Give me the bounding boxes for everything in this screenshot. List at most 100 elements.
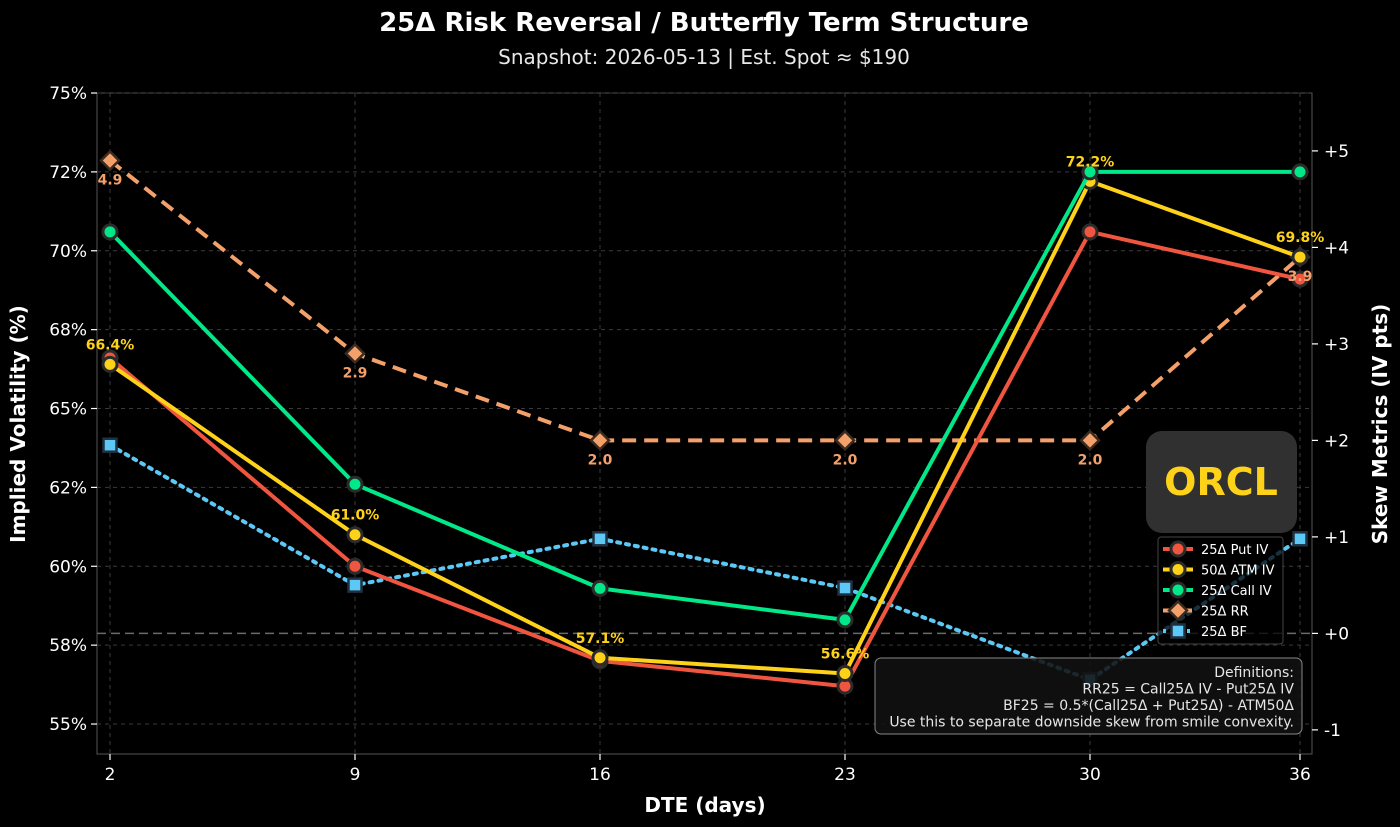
series-1-point-1 [346, 526, 364, 544]
series-2-point-4 [1081, 163, 1099, 181]
series-line-0 [108, 229, 1301, 689]
series-3-label-0: 4.9 [98, 173, 123, 189]
legend-item-1: 50Δ ATM IV [1163, 561, 1275, 579]
series-3-point-1 [344, 342, 366, 365]
y2-tick-label-1: +0 [1324, 624, 1349, 644]
series-line-3 [108, 158, 1302, 443]
series-2-point-2 [591, 579, 609, 597]
ticker-badge: ORCL [1146, 431, 1297, 533]
plot-area: 55% 58% 60% 62% 65% 68% 70% 72% 75% -1 +0 +1 +2 +3 +4 +… [49, 84, 1349, 785]
legend-label-3: 25Δ RR [1201, 605, 1249, 620]
series-1-point-0 [101, 355, 119, 373]
legend-label-2: 25Δ Call IV [1201, 584, 1272, 599]
chart-title: 25Δ Risk Reversal / Butterfly Term Struc… [379, 8, 1029, 38]
y-tick-label-7: 72% [49, 163, 87, 183]
overlay-layer: ORCL 25Δ Put IV 50Δ ATM IV 25Δ Call IV 25Δ R… [874, 431, 1303, 735]
series-3-point-4 [1079, 429, 1101, 452]
series-4-point-0 [102, 437, 118, 453]
series-3-label-3: 2.0 [833, 452, 858, 468]
legend-label-4: 25Δ BF [1201, 625, 1247, 640]
series-3-label-4: 2.0 [1078, 452, 1103, 468]
legend-swatch-marker-3 [1167, 599, 1189, 622]
legend-box [1157, 536, 1284, 645]
y-tick-label-2: 60% [49, 557, 87, 577]
series-2-point-5 [1291, 163, 1309, 181]
series-0-point-4 [1081, 223, 1099, 241]
ticker-badge-bg [1146, 431, 1297, 533]
definitions-box: Definitions:RR25 = Call25Δ IV - Put25Δ I… [874, 657, 1303, 735]
series-1-label-3: 56.6% [821, 647, 870, 663]
series-3-point-0 [99, 149, 121, 172]
series-2-point-3 [836, 611, 854, 629]
y2-tick-label-3: +2 [1324, 431, 1349, 451]
legend-label-1: 50Δ ATM IV [1201, 564, 1275, 579]
y-tick-label-1: 58% [49, 636, 87, 656]
series-4-point-3 [837, 580, 853, 596]
plot-frame [96, 92, 1313, 755]
series-1-label-5: 69.8% [1276, 230, 1325, 246]
series-3-group [99, 149, 1311, 452]
legend-swatch-marker-4 [1170, 623, 1186, 639]
y2-tick-label-4: +3 [1324, 335, 1349, 355]
y2-axis-label: Skew Metrics (IV pts) [1368, 304, 1392, 545]
ticker-badge-text: ORCL [1164, 460, 1278, 504]
legend-swatch-marker-0 [1169, 540, 1187, 558]
series-0-point-1 [346, 557, 364, 575]
legend-item-4: 25Δ BF [1163, 623, 1247, 640]
series-3-point-2 [589, 429, 611, 452]
y2-tick-label-6: +5 [1324, 142, 1349, 162]
series-3-point-3 [834, 429, 856, 452]
x-tick-label-0: 2 [105, 765, 116, 785]
series-4-group [102, 437, 1308, 688]
series-4-point-5 [1292, 531, 1308, 547]
legend-label-0: 25Δ Put IV [1201, 543, 1268, 558]
legend-swatch-marker-2 [1169, 581, 1187, 599]
y-tick-label-0: 55% [49, 715, 87, 735]
legend-item-2: 25Δ Call IV [1163, 581, 1272, 599]
x-axis-label: DTE (days) [644, 793, 765, 817]
series-2-group [101, 163, 1309, 629]
definitions-line-3: Use this to separate downside skew from … [889, 715, 1294, 731]
x-tick-label-1: 9 [350, 765, 361, 785]
legend-swatch-marker-1 [1169, 561, 1187, 578]
legend: 25Δ Put IV 50Δ ATM IV 25Δ Call IV 25Δ RR 25Δ… [1157, 536, 1284, 645]
y-axis-label: Implied Volatility (%) [6, 305, 30, 543]
y-tick-label-5: 68% [49, 321, 87, 341]
series-line-4 [108, 443, 1302, 682]
series-3-label-2: 2.0 [588, 452, 613, 468]
series-4-point-2 [592, 531, 608, 547]
definitions-box-bg [874, 657, 1303, 735]
series-4-point-1 [347, 577, 363, 593]
series-3-label-5: 3.9 [1288, 269, 1313, 285]
series-2-point-1 [346, 475, 364, 493]
x-tick-label-2: 16 [589, 765, 611, 785]
series-line-2 [108, 169, 1300, 622]
legend-item-0: 25Δ Put IV [1163, 540, 1268, 558]
chart-subtitle: Snapshot: 2026-05-13 | Est. Spot ≈ $190 [498, 45, 910, 69]
series-1-label-4: 72.2% [1066, 154, 1115, 170]
series-line-1 [108, 179, 1301, 676]
definitions-line-2: BF25 = 0.5*(Call25Δ + Put25Δ) - ATM50Δ [1003, 698, 1294, 714]
series-3-label-1: 2.9 [343, 366, 368, 382]
legend-item-3: 25Δ RR [1163, 599, 1249, 622]
y2-tick-label-2: +1 [1324, 528, 1349, 548]
series-1-point-2 [591, 649, 609, 667]
x-tick-label-4: 30 [1079, 765, 1101, 785]
y-tick-label-3: 62% [49, 478, 87, 498]
y2-tick-label-5: +4 [1324, 238, 1349, 258]
series-1-label-1: 61.0% [331, 508, 380, 524]
series-2-point-0 [101, 223, 119, 241]
x-tick-label-3: 23 [834, 765, 856, 785]
series-1-label-2: 57.1% [576, 631, 625, 647]
definitions-line-0: Definitions: [1214, 665, 1294, 681]
series-1-label-0: 66.4% [86, 337, 135, 353]
series-1-point-3 [836, 665, 854, 683]
y-tick-label-4: 65% [49, 400, 87, 420]
series-0-point-5 [1291, 270, 1309, 288]
y-tick-label-8: 75% [49, 84, 87, 104]
definitions-line-1: RR25 = Call25Δ IV - Put25Δ IV [1082, 682, 1294, 698]
x-tick-label-5: 36 [1289, 765, 1311, 785]
y2-tick-label-0: -1 [1324, 721, 1341, 741]
